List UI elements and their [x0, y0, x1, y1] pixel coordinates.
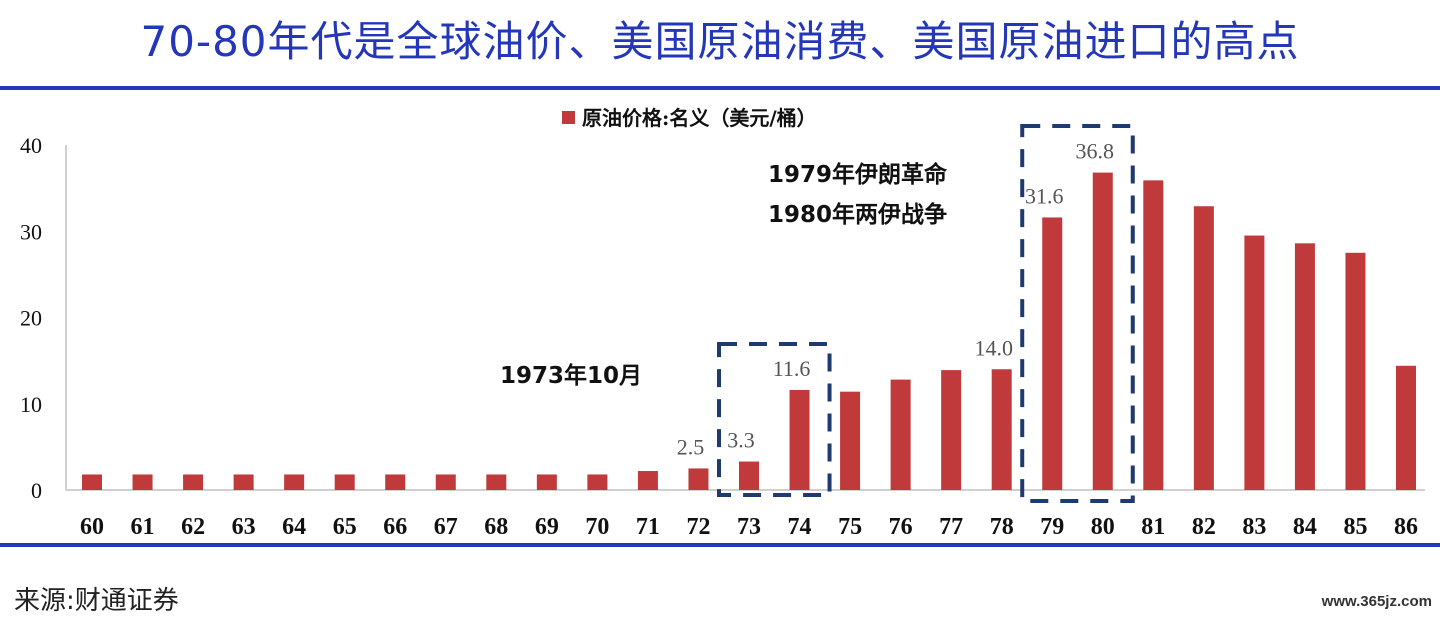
x-tick-label: 81 [1141, 514, 1165, 540]
x-tick-label: 76 [889, 514, 913, 540]
x-tick-label: 79 [1040, 514, 1064, 540]
page-title: 70-80年代是全球油价、美国原油消费、美国原油进口的高点 [140, 17, 1300, 66]
bar-66 [385, 474, 406, 490]
x-tick-label: 61 [131, 514, 155, 540]
legend-swatch [562, 111, 575, 124]
bar-73 [739, 461, 759, 490]
x-tick-label: 63 [232, 514, 256, 540]
x-tick-label: 70 [585, 514, 609, 540]
x-tick-label: 71 [636, 514, 660, 540]
bar-64 [284, 474, 305, 490]
annotation-1973: 1973年10月 [500, 362, 642, 389]
y-tick-label: 20 [20, 306, 42, 331]
bar-72 [688, 468, 709, 490]
bar-60 [82, 474, 102, 490]
x-tick-label: 75 [838, 514, 862, 540]
x-tick-label: 68 [484, 514, 508, 540]
bar-63 [233, 474, 254, 490]
highlight-box-79-80 [1020, 124, 1135, 503]
x-tick-label: 72 [686, 514, 710, 540]
y-tick-label: 10 [20, 392, 42, 417]
bar-77 [941, 370, 962, 490]
bar-79 [1042, 217, 1063, 490]
x-tick-label: 82 [1192, 514, 1216, 540]
data-label-78: 14.0 [974, 335, 1013, 360]
top-divider [0, 86, 1440, 90]
x-tick-label: 69 [535, 514, 559, 540]
y-tick-label: 0 [31, 478, 42, 503]
bar-76 [890, 379, 911, 490]
bar-71 [637, 471, 658, 490]
bar-86 [1396, 365, 1416, 490]
y-tick-label: 40 [20, 133, 42, 158]
y-tick-label: 30 [20, 219, 42, 244]
x-tick-label: 78 [990, 514, 1014, 540]
x-tick-label: 83 [1242, 514, 1266, 540]
bar-83 [1244, 235, 1265, 490]
x-tick-label: 74 [788, 514, 812, 540]
bar-65 [334, 474, 355, 490]
bar-80 [1092, 172, 1113, 490]
bar-78 [991, 369, 1012, 490]
x-tick-label: 60 [80, 514, 104, 540]
x-tick-label: 86 [1394, 514, 1418, 540]
x-tick-label: 77 [939, 514, 963, 540]
bar-69 [536, 474, 557, 490]
bar-84 [1294, 243, 1315, 490]
bar-85 [1345, 252, 1366, 490]
data-label-80: 36.8 [1076, 139, 1115, 164]
legend-label: 原油价格:名义（美元/桶） [582, 106, 817, 130]
bar-62 [183, 474, 204, 490]
bar-74 [789, 389, 810, 490]
watermark: www.365jz.com [1321, 593, 1432, 610]
x-tick-label: 62 [181, 514, 205, 540]
bar-75 [840, 391, 861, 490]
x-tick-label: 85 [1343, 514, 1367, 540]
data-label-74: 11.6 [773, 356, 811, 381]
bar-67 [435, 474, 456, 490]
data-label-73: 3.3 [727, 428, 755, 453]
x-tick-label: 67 [434, 514, 458, 540]
x-tick-label: 84 [1293, 514, 1317, 540]
data-label-72: 2.5 [677, 434, 705, 459]
bar-82 [1193, 206, 1214, 491]
bar-68 [486, 474, 507, 490]
x-tick-label: 66 [383, 514, 407, 540]
source-note: 来源:财通证券 [14, 586, 179, 616]
x-tick-label: 73 [737, 514, 761, 540]
bottom-divider [0, 543, 1440, 547]
annotation-1979: 1979年伊朗革命 [768, 161, 948, 188]
bar-70 [587, 474, 608, 490]
x-tick-label: 80 [1091, 514, 1115, 540]
highlight-box-73-74 [717, 342, 832, 497]
x-tick-label: 64 [282, 514, 306, 540]
bar-81 [1143, 180, 1164, 491]
data-label-79: 31.6 [1025, 183, 1064, 208]
x-tick-label: 65 [333, 514, 357, 540]
bar-61 [132, 474, 153, 490]
annotation-1980: 1980年两伊战争 [768, 201, 947, 228]
